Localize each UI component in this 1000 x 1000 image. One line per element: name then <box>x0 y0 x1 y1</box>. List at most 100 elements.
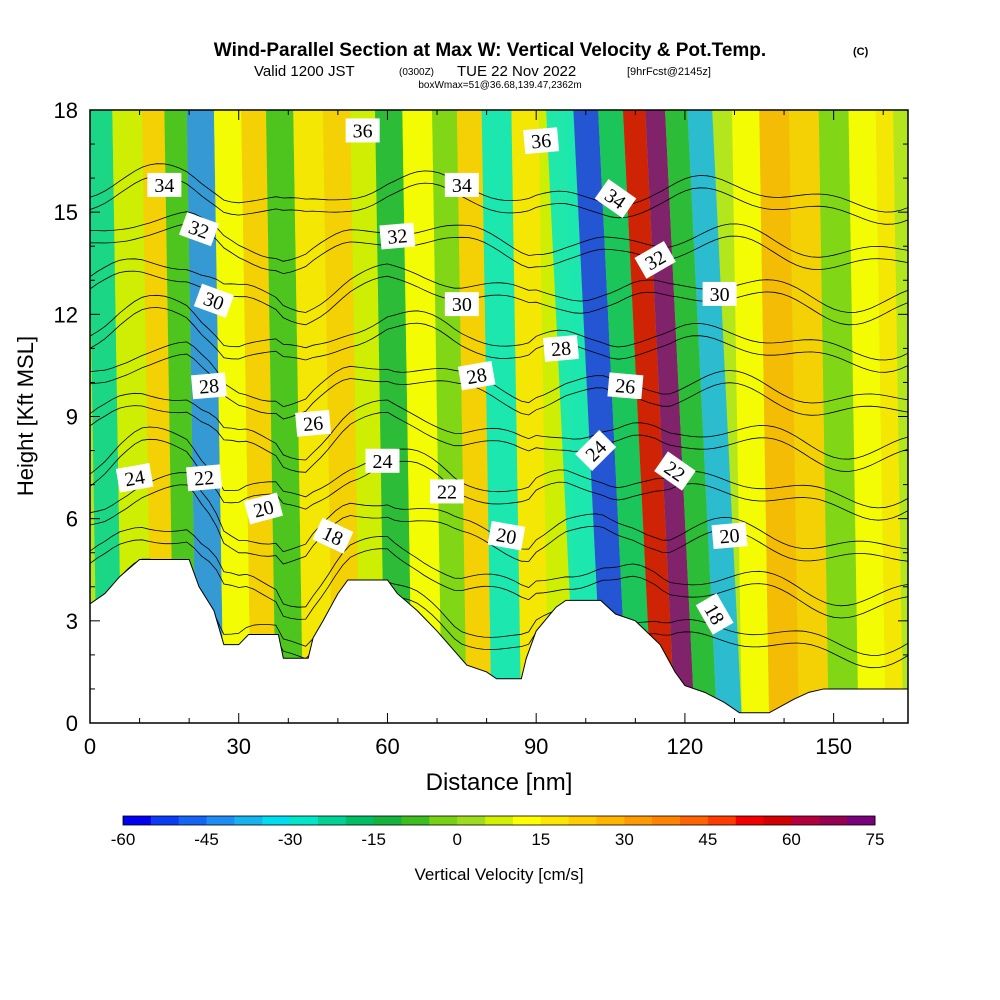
colorbar-swatch <box>290 816 319 825</box>
x-tick-label: 0 <box>84 734 96 759</box>
contour-label-text: 28 <box>550 338 572 362</box>
colorbar-tick-label: 0 <box>452 830 461 849</box>
velocity-band <box>573 110 628 723</box>
colorbar-swatch <box>485 816 514 825</box>
colorbar-swatch <box>457 816 486 825</box>
contour-label-text: 30 <box>710 284 730 306</box>
contour-label: 22 <box>186 464 223 492</box>
velocity-band <box>323 110 361 723</box>
velocity-band <box>622 110 675 723</box>
contour-label: 30 <box>702 281 737 306</box>
colorbar-swatch <box>123 816 152 825</box>
velocity-band <box>687 110 742 723</box>
colorbar-tick-label: 60 <box>782 830 801 849</box>
contour-label: 36 <box>523 127 560 155</box>
theta-contour <box>90 258 908 313</box>
y-tick-label: 9 <box>66 405 78 430</box>
y-tick-label: 0 <box>66 711 78 736</box>
colorbar-swatch <box>512 816 542 825</box>
contour-label: 34 <box>147 172 182 197</box>
colorbar-tick-label: 45 <box>698 830 717 849</box>
contour-label: 32 <box>379 222 416 250</box>
theta-contour <box>90 438 908 521</box>
velocity-band <box>90 110 123 723</box>
contour-label: 24 <box>365 448 400 473</box>
title-date: TUE 22 Nov 2022 <box>457 63 576 80</box>
velocity-band <box>875 110 904 723</box>
theta-contour <box>90 341 908 408</box>
velocity-band <box>732 110 770 723</box>
theta-contour <box>90 426 908 509</box>
colorbar-swatch <box>791 816 820 825</box>
contour-label: 28 <box>191 372 227 400</box>
contour-label: 26 <box>295 409 332 437</box>
title-valid: Valid 1200 JST <box>254 63 355 80</box>
colorbar-swatch <box>345 816 375 825</box>
x-tick-label: 150 <box>815 734 852 759</box>
colorbar-swatch <box>178 816 208 825</box>
theta-contour <box>90 405 908 473</box>
colorbar-swatch <box>540 816 570 825</box>
contour-label-text: 20 <box>719 525 741 549</box>
contour-label-text: 36 <box>353 120 373 142</box>
contour-label: 26 <box>607 372 644 400</box>
contour-label-text: 22 <box>193 467 215 491</box>
colorbar-tick-label: 75 <box>866 830 885 849</box>
y-tick-label: 18 <box>54 98 78 123</box>
theta-contour <box>90 163 908 213</box>
contour-label: 28 <box>542 334 579 362</box>
y-axis-label: Height [Kft MSL] <box>13 336 38 496</box>
contour-label: 36 <box>345 118 380 143</box>
velocity-band <box>375 110 413 723</box>
theta-contour <box>90 175 908 225</box>
x-tick-label: 120 <box>667 734 704 759</box>
contour-label-text: 30 <box>452 294 472 316</box>
velocity-band <box>186 110 224 723</box>
contour-label: 20 <box>487 520 526 551</box>
colorbar-swatch <box>680 816 709 825</box>
colorbar-swatch <box>373 816 403 825</box>
colorbar-tick-label: 30 <box>615 830 634 849</box>
chart-title: Wind-Parallel Section at Max W: Vertical… <box>214 40 869 91</box>
contour-label: 24 <box>115 463 154 493</box>
velocity-band <box>511 110 549 723</box>
velocity-band <box>402 110 442 723</box>
colorbar-swatch <box>819 816 848 825</box>
x-tick-label: 60 <box>375 734 399 759</box>
x-axis-label: Distance [nm] <box>426 769 573 796</box>
colorbar-swatch <box>624 816 653 825</box>
colorbar-label: Vertical Velocity [cm/s] <box>414 865 583 884</box>
colorbar-swatch <box>763 816 792 825</box>
colorbar-swatch <box>596 816 625 825</box>
title-copyright: (C) <box>853 46 869 58</box>
x-tick-label: 30 <box>226 734 250 759</box>
velocity-band <box>265 110 304 723</box>
theta-contour <box>90 294 908 361</box>
contour-label: 20 <box>243 492 284 525</box>
theta-contour <box>90 211 908 262</box>
colorbar-swatch <box>401 816 430 825</box>
colorbar-swatch <box>735 816 765 825</box>
y-tick-label: 12 <box>54 302 78 327</box>
y-tick-label: 6 <box>66 507 78 532</box>
contour-label: 30 <box>444 292 479 317</box>
theta-contour <box>90 353 908 420</box>
colorbar-tick-label: -30 <box>278 830 303 849</box>
contour-label: 22 <box>429 479 464 504</box>
velocity-band <box>546 110 604 723</box>
colorbar-swatch <box>150 816 180 825</box>
contour-label: 28 <box>457 360 496 391</box>
colorbar-swatch <box>568 816 597 825</box>
velocity-band <box>598 110 653 723</box>
contour-label-text: 36 <box>530 130 552 154</box>
velocity-band <box>665 110 718 723</box>
title-box: boxWmax=51@36.68,139.47,2362m <box>418 80 581 91</box>
colorbar-swatch <box>429 816 458 825</box>
contour-label-text: 24 <box>123 466 147 491</box>
contour-label-text: 20 <box>495 524 519 549</box>
title-utc: (0300Z) <box>399 67 434 78</box>
colorbar-swatch <box>652 816 681 825</box>
colorbar-swatch <box>262 816 291 825</box>
velocity-band <box>350 110 385 723</box>
